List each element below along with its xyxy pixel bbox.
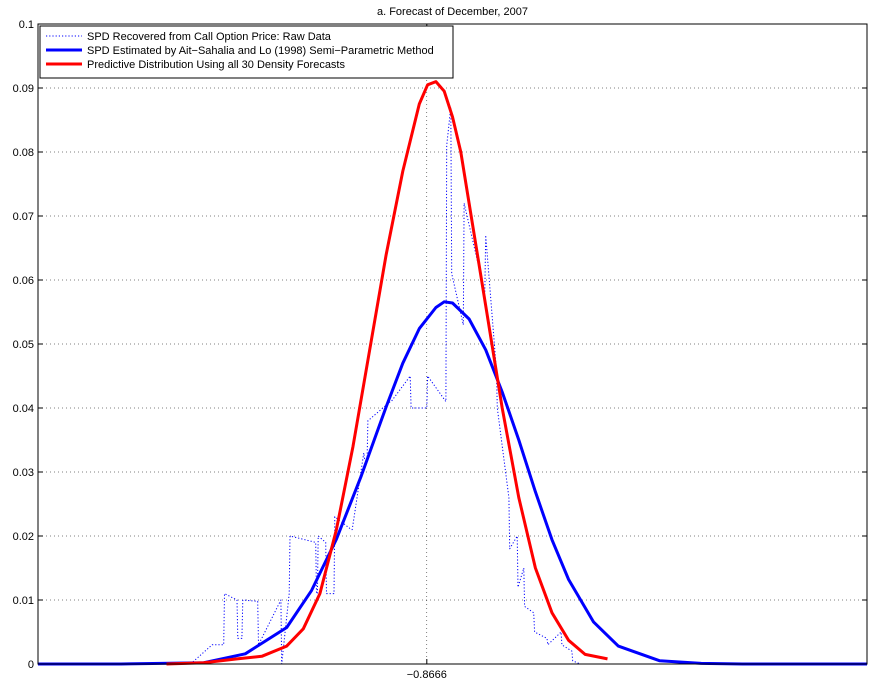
y-tick-label: 0.08	[13, 147, 34, 159]
x-tick-label: −0.8666	[407, 669, 447, 681]
grid	[38, 24, 867, 664]
ticks: 0 0.01 0.02 0.03 0.04 0.05 0.06 0.07 0.08 0.09 0.1…	[13, 19, 867, 681]
y-tick-label: 0.02	[13, 531, 34, 543]
y-tick-label: 0.01	[13, 595, 34, 607]
y-tick-label: 0.1	[19, 19, 34, 31]
legend-label: SPD Recovered from Call Option Price: Ra…	[87, 31, 332, 43]
y-tick-label: 0.07	[13, 211, 34, 223]
y-tick-label: 0.05	[13, 339, 34, 351]
raw-data-series-line	[190, 106, 581, 665]
y-tick-label: 0	[28, 659, 34, 671]
legend-box	[39, 25, 454, 79]
legend-label: SPD Estimated by Ait−Sahalia and Lo (199…	[87, 45, 434, 57]
predictive-distribution-series-line	[166, 80, 608, 666]
y-tick-label: 0.06	[13, 275, 34, 287]
y-tick-label: 0.03	[13, 467, 34, 479]
y-tick-label: 0.09	[13, 83, 34, 95]
legend-label: Predictive Distribution Using all 30 Den…	[87, 59, 345, 71]
plot-area	[38, 24, 867, 664]
series-layer	[38, 80, 867, 666]
legend: SPD Recovered from Call Option Price: Ra…	[39, 25, 454, 79]
y-tick-label: 0.04	[13, 403, 34, 415]
semi-parametric-series-line	[38, 300, 867, 666]
chart-title: a. Forecast of December, 2007	[377, 6, 528, 18]
